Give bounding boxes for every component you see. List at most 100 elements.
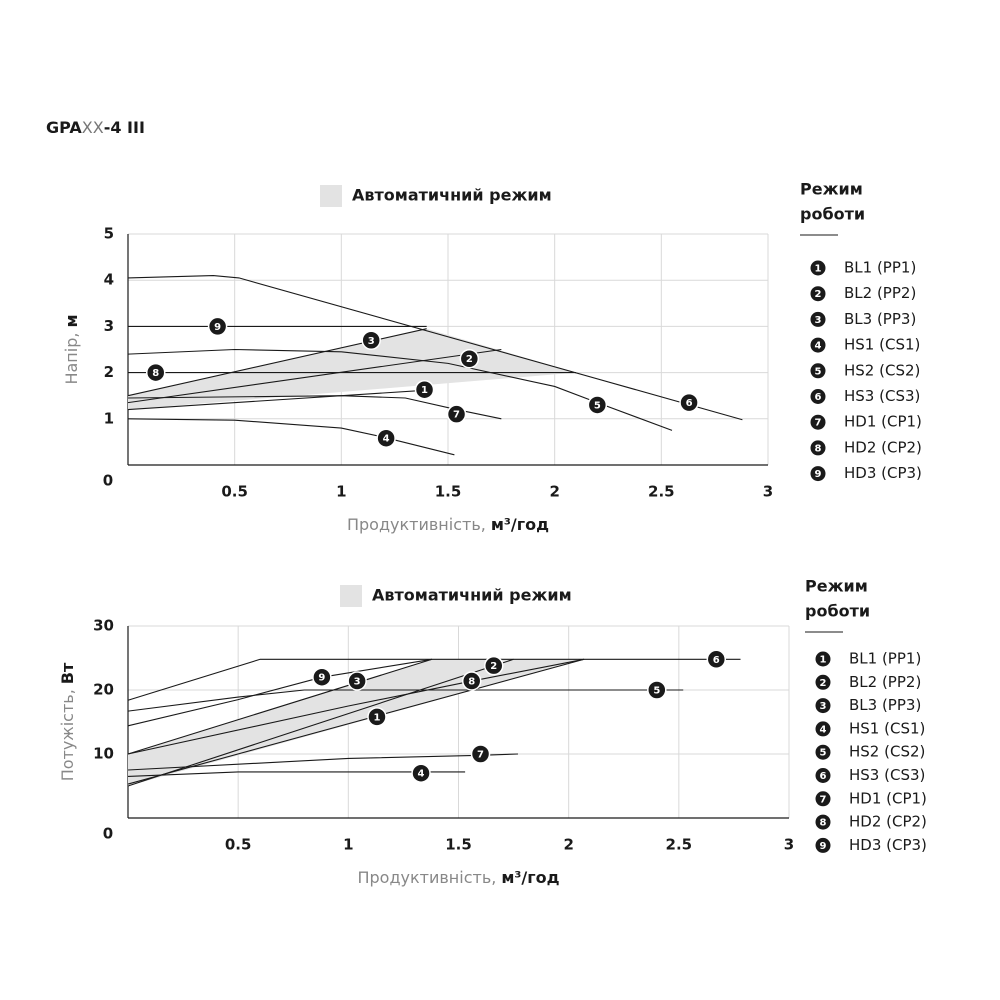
curve-badge-number: 3: [368, 336, 375, 347]
y-axis-label: Напір, м: [62, 314, 81, 384]
legend-badge: [815, 814, 831, 830]
legend-label: HD2 (CP2): [844, 438, 922, 456]
legend-badge-number: 9: [820, 841, 827, 852]
legend-badge: [810, 337, 826, 353]
title-prefix: GPA: [46, 118, 82, 137]
curve: [127, 658, 514, 787]
legend-badge-number: 5: [820, 748, 827, 759]
legend-label: HD3 (CP3): [844, 464, 922, 482]
curve-badge-number: 5: [594, 400, 601, 411]
curve-badge: [207, 316, 228, 337]
legend-badge: [815, 651, 831, 667]
curve-badge: [446, 404, 467, 424]
x-axis-label-unit: м³/год: [501, 868, 559, 887]
legend-title: роботи: [800, 205, 865, 224]
curve-badge: [376, 428, 396, 448]
x-tick-label: 1: [343, 836, 353, 854]
x-axis-label: Продуктивність, м³/год: [347, 515, 549, 534]
legend-label: HD1 (CP1): [849, 789, 927, 807]
curve-badge: [461, 671, 482, 691]
curve-badge-number: 4: [383, 434, 390, 445]
legend-label: HS1 (CS1): [844, 336, 920, 354]
curve-badge: [587, 395, 608, 415]
curve-badge-number: 2: [490, 661, 497, 672]
curve-badge: [145, 362, 166, 383]
legend-badge-number: 1: [815, 264, 822, 275]
curve-badge: [459, 348, 480, 369]
curve: [127, 348, 502, 404]
legend-label: BL2 (PP2): [844, 284, 916, 302]
curve-badge: [679, 392, 699, 413]
curve-badge: [414, 379, 435, 400]
curve: [127, 771, 466, 777]
legend-badge: [815, 791, 831, 807]
legend-badge-number: 8: [815, 443, 822, 454]
x-tick-label: 2.5: [648, 483, 675, 501]
curve-badge-number: 5: [653, 686, 660, 697]
legend-label: HD1 (CP1): [844, 413, 922, 431]
x-tick-label: 1: [336, 483, 346, 501]
curve: [127, 658, 585, 755]
curve-badge-number: 9: [318, 673, 325, 684]
curve: [127, 389, 427, 411]
legend-badge-number: 4: [820, 724, 827, 735]
auto-legend-label: Автоматичний режим: [352, 186, 552, 205]
legend-badge-number: 9: [815, 469, 822, 480]
legend-label: HS1 (CS1): [849, 719, 925, 737]
curve-badge: [361, 330, 381, 351]
legend-badge-number: 5: [815, 366, 822, 377]
legend-badge: [810, 466, 826, 482]
legend-label: BL1 (PP1): [849, 650, 921, 668]
curve-badge-number: 8: [468, 677, 475, 688]
legend-badge-number: 6: [820, 771, 827, 782]
legend-badge: [815, 837, 831, 853]
curve-badge-number: 1: [421, 385, 428, 396]
y-tick-label: 10: [93, 745, 114, 763]
legend-label: HS2 (CS2): [844, 361, 920, 379]
x-tick-label: 3: [763, 483, 773, 501]
y-tick-label: 2: [104, 363, 114, 381]
y-tick-label: 30: [93, 617, 114, 635]
x-tick-label: 3: [784, 836, 794, 854]
curve-badge-number: 9: [214, 322, 221, 333]
x-axis-label-text: Продуктивність,: [357, 868, 496, 887]
legend-badge-number: 4: [815, 341, 822, 352]
curve-badge: [647, 680, 667, 700]
x-tick-label: 1.5: [445, 836, 472, 854]
y-axis-label-text: Напір,: [62, 333, 81, 385]
x-tick-label: 0: [103, 825, 113, 843]
legend-label: BL3 (PP3): [844, 310, 916, 328]
curve: [127, 418, 455, 456]
legend-badge-number: 8: [820, 818, 827, 829]
y-tick-label: 1: [104, 409, 114, 427]
legend-title: роботи: [805, 602, 870, 621]
legend-label: BL1 (PP1): [844, 259, 916, 277]
curve-badge-number: 1: [373, 712, 380, 723]
legend-badge: [815, 744, 831, 760]
curve-badge: [411, 763, 431, 783]
curve-badge: [367, 707, 387, 727]
curve-badge-number: 7: [453, 410, 460, 421]
curve-badge-number: 4: [418, 769, 425, 780]
legend-badge-number: 7: [815, 418, 822, 429]
curve: [127, 658, 741, 701]
curve-badge-number: 3: [354, 677, 361, 688]
legend-badge-number: 3: [815, 315, 822, 326]
legend-badge: [810, 440, 826, 456]
y-axis-label-unit: м: [62, 314, 81, 327]
curve: [127, 689, 684, 712]
legend-badge: [815, 721, 831, 737]
x-axis-label: Продуктивність, м³/год: [357, 868, 559, 887]
title-placeholder: XX: [82, 118, 104, 137]
curve-badge: [470, 744, 491, 764]
y-tick-label: 5: [104, 225, 114, 243]
legend-badge-number: 7: [820, 794, 827, 805]
curve-badge: [347, 671, 367, 691]
legend-badge: [810, 311, 826, 327]
curve: [127, 275, 743, 421]
x-tick-label: 1.5: [435, 483, 462, 501]
x-tick-label: 2: [549, 483, 559, 501]
auto-legend-label: Автоматичний режим: [372, 586, 572, 605]
curve-badge: [484, 655, 504, 676]
y-axis-label-text: Потужість,: [58, 689, 77, 781]
